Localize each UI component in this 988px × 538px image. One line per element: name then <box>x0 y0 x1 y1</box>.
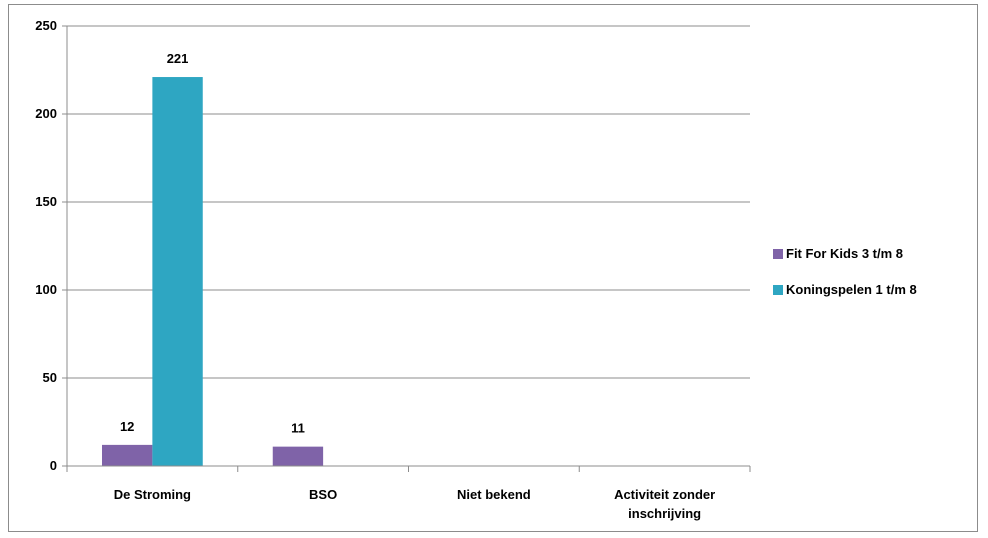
y-tick-label: 0 <box>50 458 57 473</box>
legend: Fit For Kids 3 t/m 8 Koningspelen 1 t/m 8 <box>773 246 917 297</box>
legend-label: Fit For Kids 3 t/m 8 <box>786 246 903 261</box>
bar <box>152 77 203 466</box>
x-tick-label: inschrijving <box>628 506 701 521</box>
axes <box>62 25 751 472</box>
data-label: 12 <box>120 419 134 434</box>
legend-swatch <box>773 285 783 295</box>
bar-chart: 0 50 100 150 200 250 12 221 De Stroming 11 BSO Niet… <box>35 18 917 521</box>
bar <box>102 444 153 466</box>
x-tick-label: Niet bekend <box>457 487 531 502</box>
y-tick-label: 100 <box>35 282 57 297</box>
labels: 0 50 100 150 200 250 12 221 De Stroming 11 BSO Niet… <box>35 18 715 521</box>
y-tick-label: 150 <box>35 194 57 209</box>
y-tick-label: 50 <box>43 370 57 385</box>
data-label: 11 <box>291 421 305 436</box>
data-label: 221 <box>167 51 189 66</box>
legend-swatch <box>773 249 783 259</box>
x-tick-label: BSO <box>309 487 337 502</box>
y-tick-label: 200 <box>35 106 57 121</box>
bar <box>272 446 324 466</box>
y-tick-label: 250 <box>35 18 57 33</box>
bars <box>102 77 324 466</box>
x-tick-label: De Stroming <box>114 487 191 502</box>
x-tick-label: Activiteit zonder <box>614 487 715 502</box>
chart-frame: 0 50 100 150 200 250 12 221 De Stroming 11 BSO Niet… <box>8 4 978 532</box>
legend-label: Koningspelen 1 t/m 8 <box>786 282 917 297</box>
